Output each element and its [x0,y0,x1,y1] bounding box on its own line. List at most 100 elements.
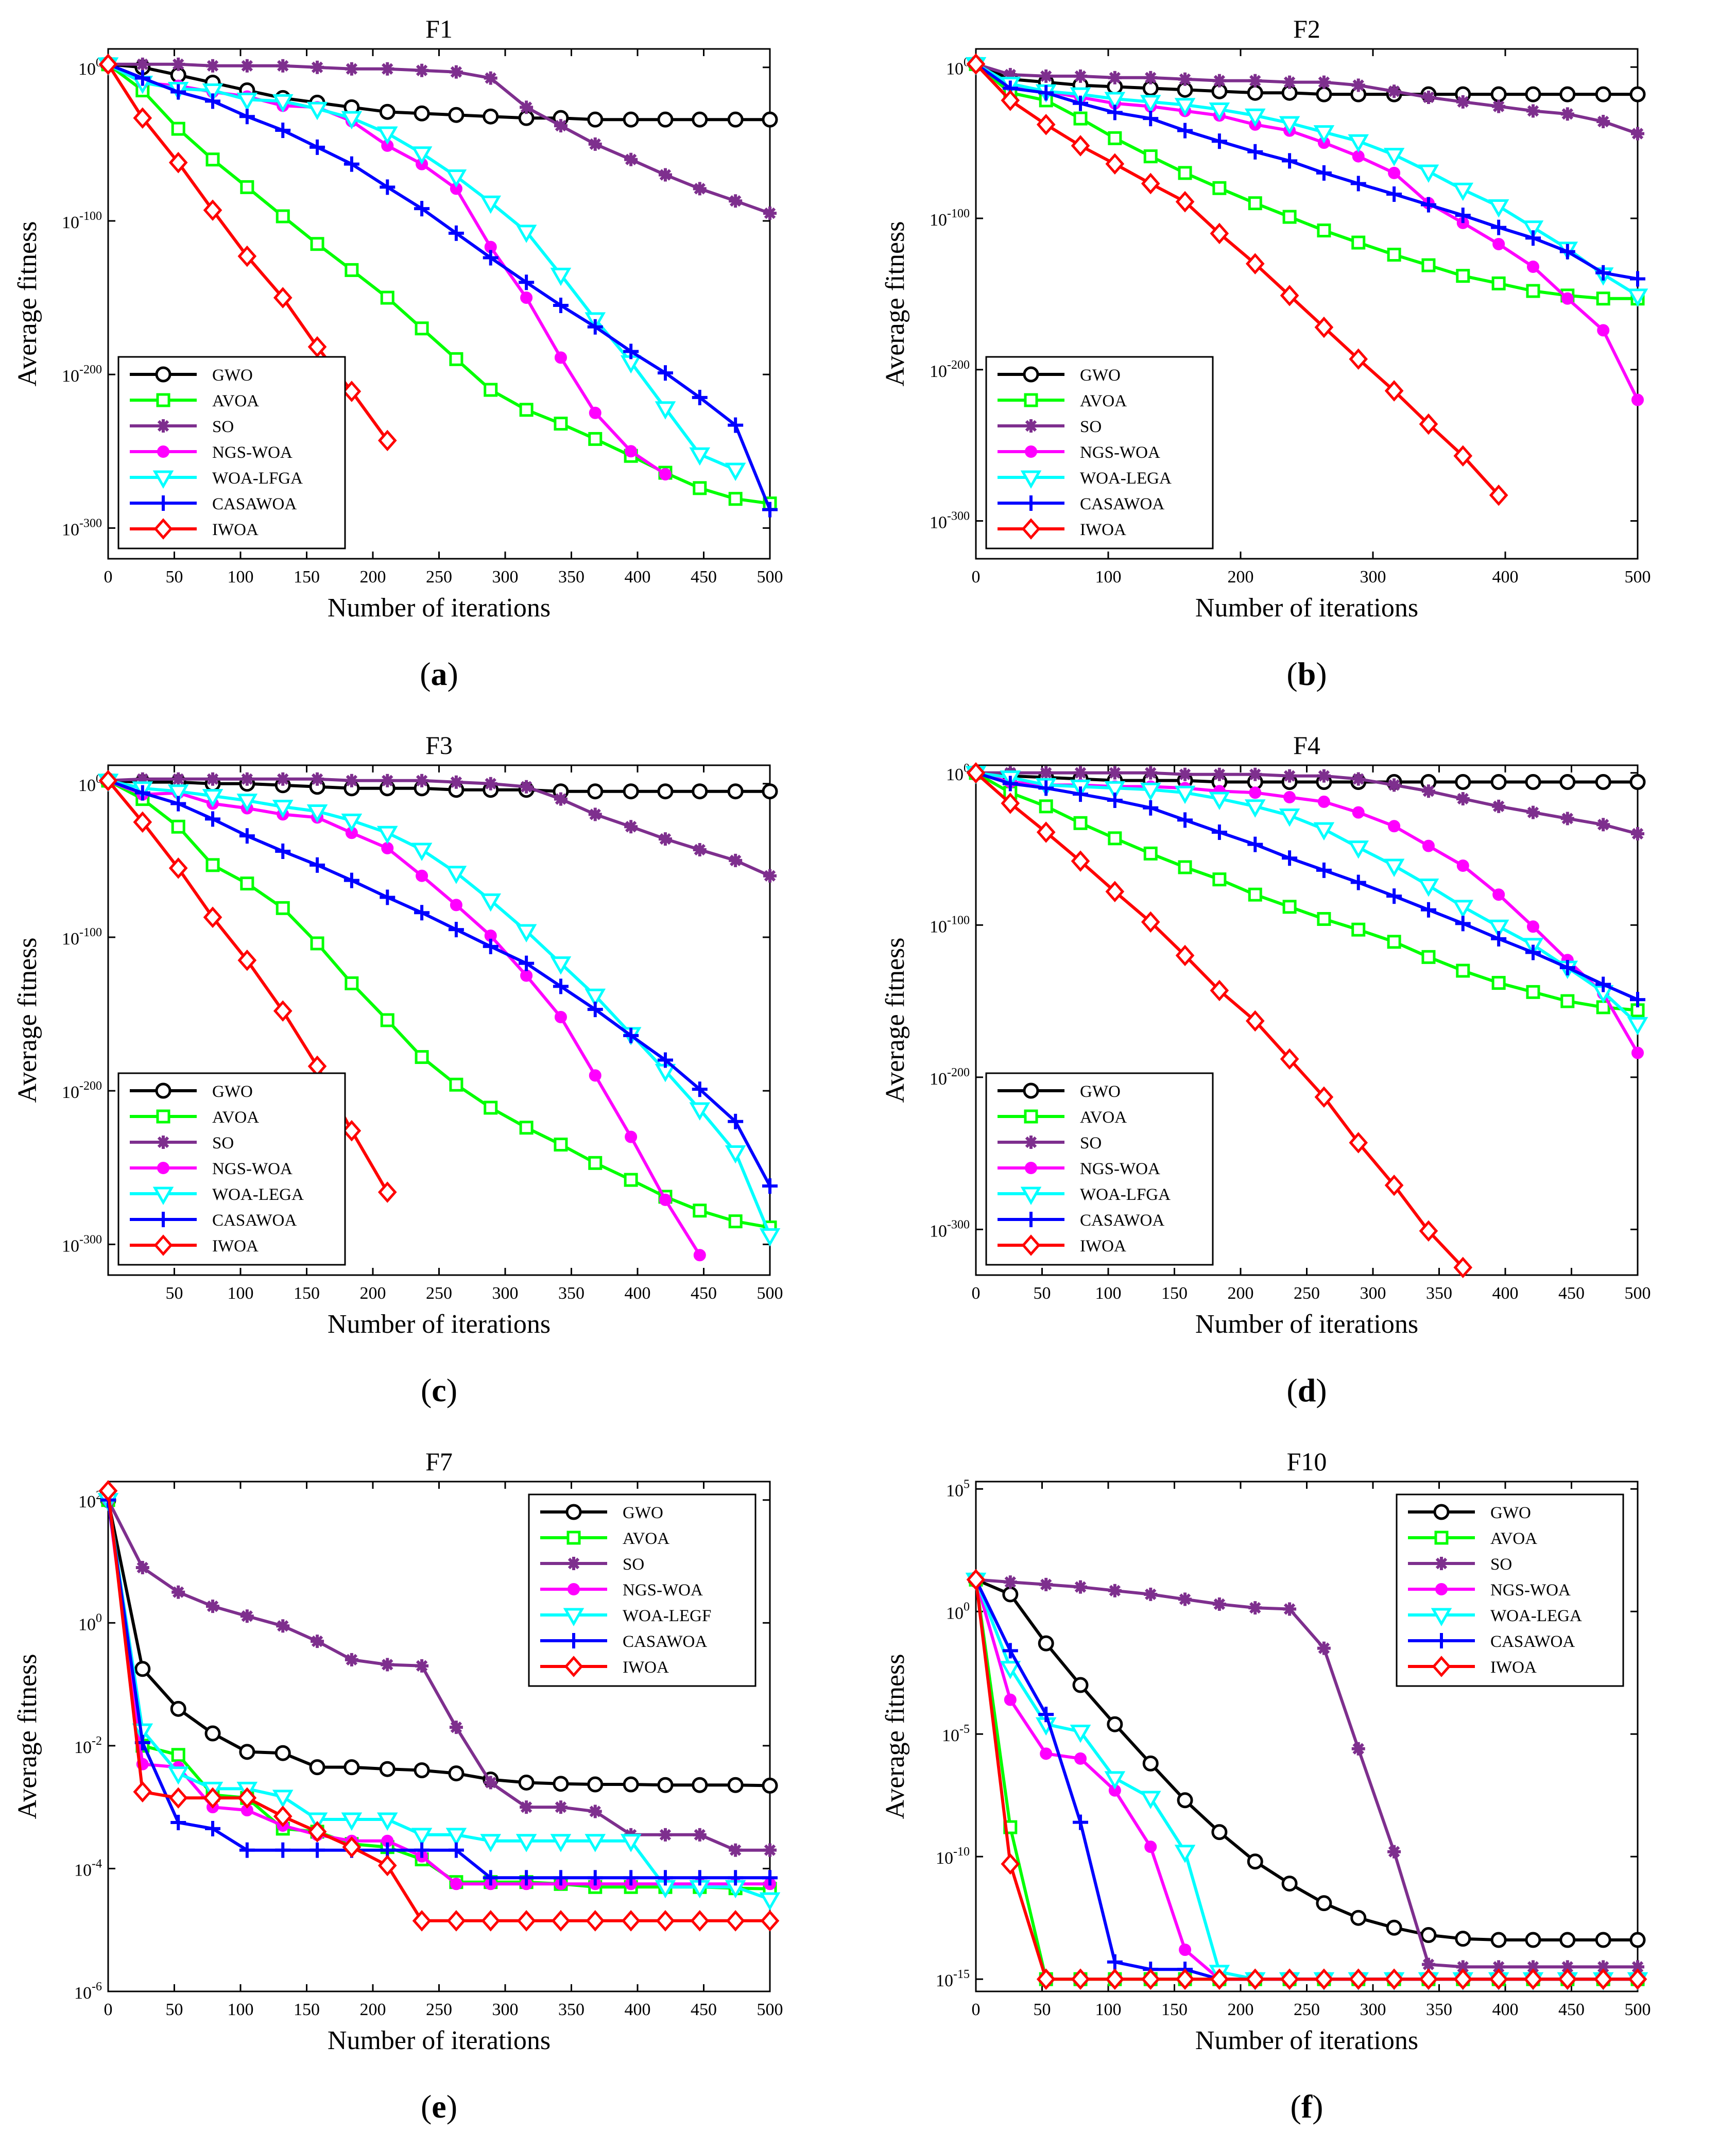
data-point [588,137,602,151]
x-tick-label: 500 [1625,2000,1651,2019]
series-so [969,57,1644,141]
data-point [1004,1693,1017,1706]
legend-label: NGS-WOA [1490,1581,1571,1600]
data-point [1560,994,1575,1008]
data-point [275,1842,291,1858]
data-point [1140,782,1161,801]
y-tick-label: 10-200 [62,1079,102,1102]
x-tick-label: 300 [492,2000,519,2019]
data-point [206,1600,220,1613]
data-point [1002,1643,1018,1659]
legend-item: CASAWOA [130,495,297,513]
data-point [414,201,430,217]
data-point [376,1812,398,1831]
series-casawoa [968,765,1645,1008]
data-point [515,1834,537,1852]
data-point [620,1834,642,1852]
legend-marker [1024,1136,1038,1149]
x-tick-label: 400 [625,568,651,587]
x-tick-label: 500 [1625,568,1651,587]
x-tick-label: 150 [294,1284,320,1303]
data-point [1526,805,1540,819]
data-point [763,207,777,220]
data-point [134,785,150,801]
data-point [1248,767,1262,781]
data-point [1282,210,1297,224]
data-point [1351,1742,1365,1756]
legend-label: GWO [1080,366,1121,385]
data-point [1248,887,1262,902]
legend-item: WOA-LFGA [998,1185,1171,1206]
data-point [310,237,324,251]
data-point [1074,1580,1088,1594]
data-point [1595,976,1611,992]
data-point [341,1812,363,1831]
x-tick-label: 400 [625,2000,651,2019]
data-point [1038,1707,1054,1723]
series-line [975,771,1639,1001]
data-point [484,1101,498,1115]
data-point [760,1910,780,1932]
data-point [273,1806,293,1827]
data-point [587,1002,603,1018]
x-tick-label: 350 [1426,2000,1452,2019]
legend-item: WOA-LEGA [1408,1607,1582,1627]
x-tick-label: 200 [1228,568,1254,587]
legend-label: CASAWOA [212,1211,297,1230]
x-tick-label: 350 [558,1284,585,1303]
data-point [589,1069,601,1082]
legend-marker [1434,1531,1449,1545]
data-point [1244,108,1266,127]
y-axis: 100 10-100 10-200 10-300 [62,772,770,1256]
data-point [240,59,254,73]
data-point [171,772,185,786]
data-point [1525,86,1541,102]
y-tick-label: 100 [78,56,102,79]
panel-caption: (c) [421,1372,457,1408]
legend-item: NGS-WOA [130,1160,293,1178]
data-point [519,1121,534,1135]
data-point [762,1777,778,1794]
data-point [1073,816,1088,830]
data-point [693,1828,707,1842]
data-point [276,772,290,786]
legend-label: GWO [212,366,253,385]
y-axis-label: Average fitness [881,1654,910,1819]
data-point [168,151,188,174]
legend-label: WOA-LFGA [212,469,303,488]
legend-marker [1432,1656,1451,1677]
data-point [240,180,254,194]
panel-e: F7 0 50 100 150 200 250 300 350 400 450 500 102 100 10… [0,1433,868,2149]
data-point [415,1659,429,1673]
data-point [1350,176,1366,192]
x-tick-label: 0 [104,568,113,587]
data-point [1492,799,1506,813]
data-point [1212,767,1226,781]
data-point [1104,1771,1126,1790]
data-point [519,1870,535,1886]
data-point [587,319,603,335]
data-point [625,445,638,458]
data-point [1317,75,1331,89]
data-point [272,800,294,818]
data-point [98,770,118,792]
legend-item: AVOA [1408,1529,1537,1548]
data-point [345,263,359,277]
data-point [728,492,743,506]
data-point [415,321,429,336]
data-point [1070,1724,1091,1743]
chart-title: F3 [425,731,453,760]
y-tick-label: 10-6 [74,1980,102,2003]
data-point [1282,900,1297,914]
data-point [1280,1968,1299,1990]
data-point [414,905,430,921]
data-point [1522,220,1544,239]
chart-title: F7 [425,1447,453,1476]
data-point [377,1854,397,1877]
data-point [1279,809,1300,827]
y-axis-label: Average fitness [13,221,42,386]
data-point [553,297,569,313]
x-tick-label: 50 [166,2000,183,2019]
data-point [1074,766,1088,780]
